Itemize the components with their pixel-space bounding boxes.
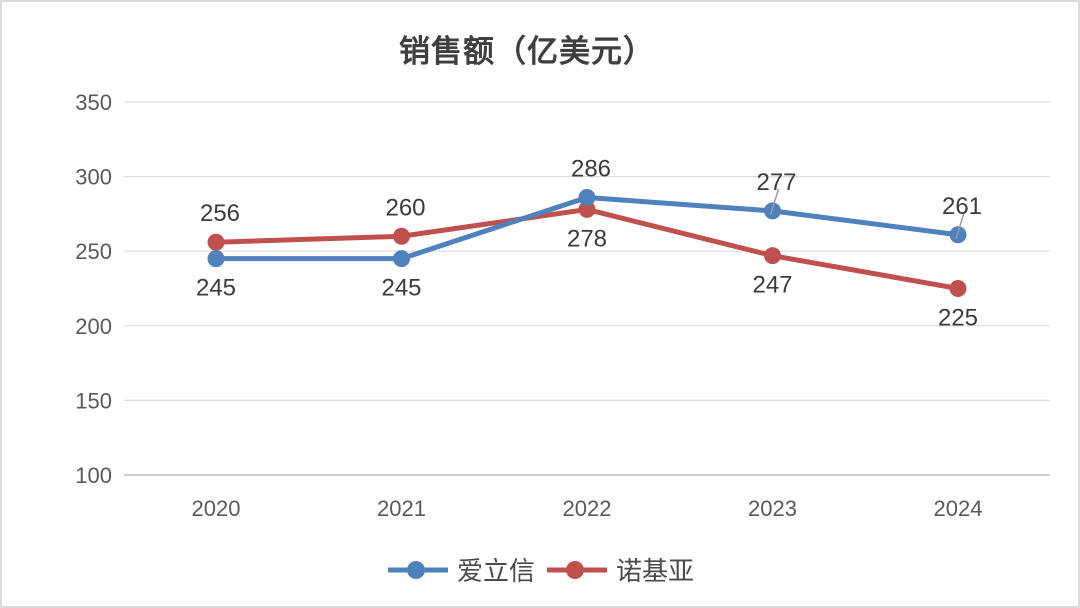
data-label: 260	[385, 194, 425, 221]
legend-label-ericsson: 爱立信	[456, 557, 535, 587]
legend: 爱立信 诺基亚	[2, 551, 1078, 588]
legend-item-ericsson: 爱立信	[386, 551, 535, 588]
data-label: 261	[942, 193, 982, 220]
data-point-marker	[764, 247, 781, 265]
data-point-marker	[949, 280, 967, 297]
x-axis-tick-label: 2021	[377, 496, 426, 521]
data-label-leader-line	[955, 212, 965, 240]
x-axis-tick-label: 2023	[748, 496, 797, 521]
data-label: 247	[752, 272, 792, 299]
data-label: 245	[381, 275, 421, 302]
y-axis-tick-label: 200	[75, 314, 112, 339]
data-label: 278	[567, 225, 607, 252]
y-axis-tick-label: 350	[75, 90, 112, 115]
y-axis-tick-label: 150	[75, 388, 112, 413]
data-point-marker	[393, 227, 410, 245]
chart-title: 销售额（亿美元）	[399, 34, 655, 70]
data-point-marker	[207, 250, 225, 268]
y-axis-tick-label: 300	[75, 165, 112, 190]
data-point-marker	[393, 250, 410, 268]
x-axis-tick-label: 2022	[563, 496, 612, 521]
legend-item-nokia: 诺基亚	[545, 551, 694, 588]
data-point-marker	[578, 200, 596, 218]
data-label: 245	[196, 275, 236, 302]
data-label: 277	[756, 169, 796, 196]
y-axis-tick-label: 100	[75, 463, 112, 488]
legend-marker-ericsson-icon	[387, 560, 448, 579]
data-point-marker	[207, 233, 225, 251]
legend-label-nokia: 诺基亚	[616, 557, 695, 587]
x-axis-tick-label: 2024	[934, 496, 983, 521]
x-axis-tick-label: 2020	[192, 496, 241, 521]
y-axis-tick-label: 250	[75, 239, 112, 264]
data-label-leader-line	[769, 188, 780, 216]
data-point-marker	[578, 188, 596, 206]
data-label: 286	[571, 155, 611, 182]
data-label: 225	[938, 305, 978, 332]
legend-marker-nokia-icon	[547, 560, 607, 579]
data-label: 256	[200, 200, 240, 227]
